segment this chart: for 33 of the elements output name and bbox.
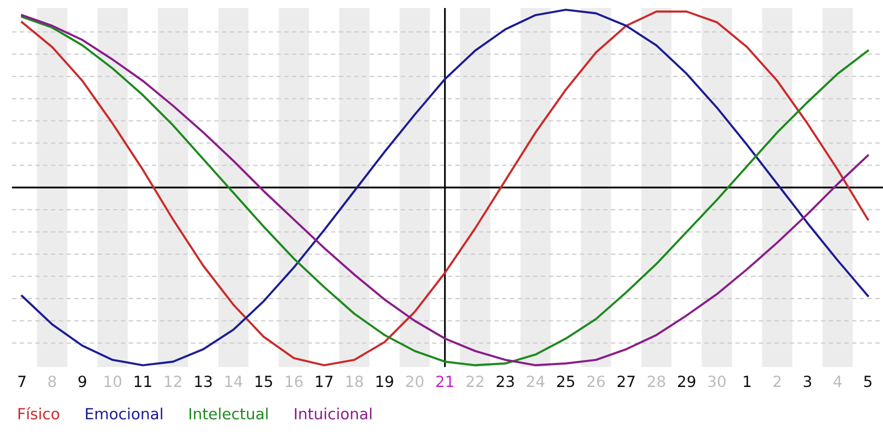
- x-tick-label: 27: [618, 376, 635, 387]
- x-tick-label: 22: [466, 376, 484, 387]
- x-tick-label: 20: [406, 376, 424, 388]
- x-tick-label: 10: [104, 376, 122, 388]
- x-tick-label: 8: [48, 376, 56, 388]
- x-tick-label: 29: [678, 376, 696, 388]
- x-tick-label: 18: [346, 376, 363, 388]
- x-tick-label: 26: [587, 376, 605, 388]
- x-tick-label: 25: [557, 376, 574, 388]
- x-tick-label: 5: [864, 376, 872, 388]
- text: Físico: [18, 407, 60, 420]
- x-tick-label: 7: [18, 376, 26, 387]
- x-tick-label: 12: [164, 376, 182, 387]
- x-tick-label: 16: [286, 376, 303, 388]
- text: Emocional: [86, 408, 162, 420]
- x-tick-label: 14: [225, 376, 242, 387]
- x-tick-label: 21: [436, 376, 454, 387]
- x-tick-label: 13: [195, 376, 212, 388]
- x-tick-label: 17: [316, 376, 332, 387]
- x-tick-label: 19: [376, 376, 394, 388]
- x-tick-label: 2: [774, 376, 781, 387]
- x-tick-label: 23: [496, 376, 514, 388]
- x-tick-label: 24: [526, 376, 544, 387]
- x-tick-label: 4: [834, 376, 842, 387]
- x-tick-label: 15: [256, 376, 272, 388]
- x-tick-label: 11: [134, 376, 152, 387]
- text: Intelectual: [190, 408, 268, 420]
- x-tick-label: 1: [744, 376, 750, 387]
- x-tick-label: 30: [708, 376, 726, 388]
- x-tick-label: 9: [78, 376, 86, 388]
- x-tick-label: 28: [648, 376, 666, 388]
- text: Intuicional: [294, 408, 372, 420]
- x-tick-label: 3: [804, 376, 812, 388]
